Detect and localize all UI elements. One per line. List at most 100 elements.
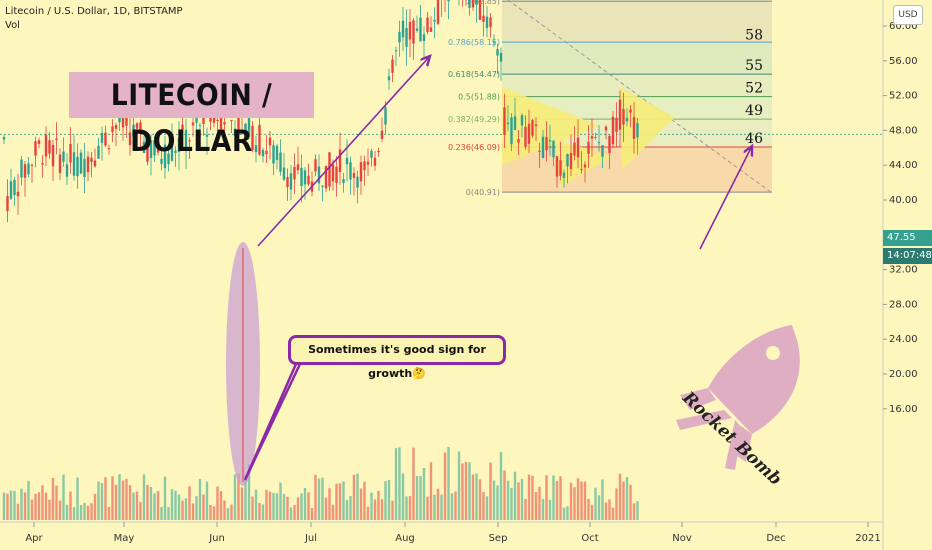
candle-body <box>373 157 377 166</box>
volume-bar <box>142 474 146 520</box>
volume-bar <box>93 493 97 520</box>
candle-body <box>527 123 531 144</box>
candle-body <box>534 124 538 127</box>
volume-bar <box>324 497 328 520</box>
volume-bar <box>146 484 149 520</box>
volume-bar <box>363 481 366 520</box>
candle-body <box>531 120 534 136</box>
candle-body <box>566 154 569 167</box>
volume-bar <box>443 452 447 520</box>
rocket-fin <box>680 388 716 410</box>
volume-bar <box>27 480 30 520</box>
volume-bar <box>230 504 233 520</box>
candle-body <box>289 173 293 190</box>
volume-bar <box>391 500 394 520</box>
volume-bar <box>195 496 198 520</box>
volume-bar <box>34 493 37 520</box>
volume-bar <box>510 487 513 520</box>
volume-bar <box>419 476 422 520</box>
fib-label: 0.618(54.47) <box>448 70 500 79</box>
candle-body <box>520 115 524 126</box>
candle-body <box>114 125 118 129</box>
fib-zone-upper <box>502 0 772 2</box>
volume-bar <box>128 485 132 520</box>
volume-bar <box>531 475 534 520</box>
y-tick-label: 24.00 <box>889 334 918 345</box>
current-price-badge: 47.55 <box>883 230 932 246</box>
candle-body <box>370 150 373 158</box>
volume-bar <box>401 473 405 520</box>
candle-body <box>2 136 6 140</box>
candle-body <box>576 137 580 158</box>
candle-body <box>552 140 555 158</box>
x-tick-label: May <box>114 533 135 544</box>
volume-bar <box>51 477 55 520</box>
candle-body <box>307 175 310 185</box>
candle-body <box>293 166 296 180</box>
volume-bar <box>307 492 310 520</box>
volume-bar <box>541 498 545 520</box>
volume-bar <box>272 492 275 520</box>
volume-bar <box>90 503 93 520</box>
volume-bar <box>503 470 506 520</box>
volume-bar <box>251 496 254 520</box>
candle-body <box>349 162 352 180</box>
volume-bar <box>464 461 468 520</box>
fib-label: 0.786(58.15) <box>448 38 500 47</box>
candle-body <box>296 164 300 171</box>
volume-bar <box>76 477 79 520</box>
volume-bar <box>471 474 475 520</box>
candle-body <box>149 140 153 158</box>
candle-body <box>541 136 545 159</box>
target-label: 55 <box>745 58 763 74</box>
candle-body <box>513 116 517 130</box>
candle-body <box>436 0 440 24</box>
volume-bar <box>380 499 384 520</box>
volume-bar <box>118 474 121 520</box>
volume-label: Vol <box>5 20 20 31</box>
candle-body <box>331 164 335 182</box>
candle-body <box>625 117 629 122</box>
candle-body <box>51 144 55 167</box>
candle-body <box>345 157 349 165</box>
candle-body <box>216 119 219 121</box>
volume-bar <box>594 487 597 520</box>
candle-body <box>580 169 583 171</box>
candle-body <box>590 136 594 139</box>
volume-bar <box>296 497 300 520</box>
candle-body <box>391 59 394 73</box>
volume-bar <box>468 462 471 520</box>
y-tick-label: 20.00 <box>889 369 918 380</box>
candle-body <box>128 132 132 146</box>
currency-button[interactable]: USD <box>893 5 923 25</box>
volume-bar <box>205 481 209 520</box>
callout-text: Sometimes it's good sign for growth🤔 <box>308 343 486 380</box>
y-tick-label: 48.00 <box>889 125 918 136</box>
candle-body <box>489 17 492 28</box>
volume-bar <box>174 490 177 520</box>
volume-bar <box>527 474 531 520</box>
volume-bar <box>482 491 485 520</box>
volume-bar <box>97 481 100 520</box>
candle-body <box>100 132 104 143</box>
candle-body <box>69 143 72 163</box>
volume-bar <box>132 492 135 520</box>
candle-body <box>328 152 331 187</box>
volume-bar <box>349 496 352 520</box>
volume-bar <box>408 496 412 520</box>
candle-body <box>97 145 100 159</box>
candle-body <box>254 145 258 153</box>
trend-arrow-up <box>257 56 430 247</box>
candle-body <box>510 117 513 145</box>
candle-body <box>170 139 174 161</box>
target-label: 52 <box>745 80 763 96</box>
candle-body <box>205 134 209 137</box>
volume-bar <box>44 492 48 520</box>
candle-body <box>303 170 307 185</box>
candle-body <box>188 140 191 142</box>
volume-bar <box>265 489 268 520</box>
volume-bar <box>9 490 13 520</box>
volume-bar <box>517 482 520 520</box>
